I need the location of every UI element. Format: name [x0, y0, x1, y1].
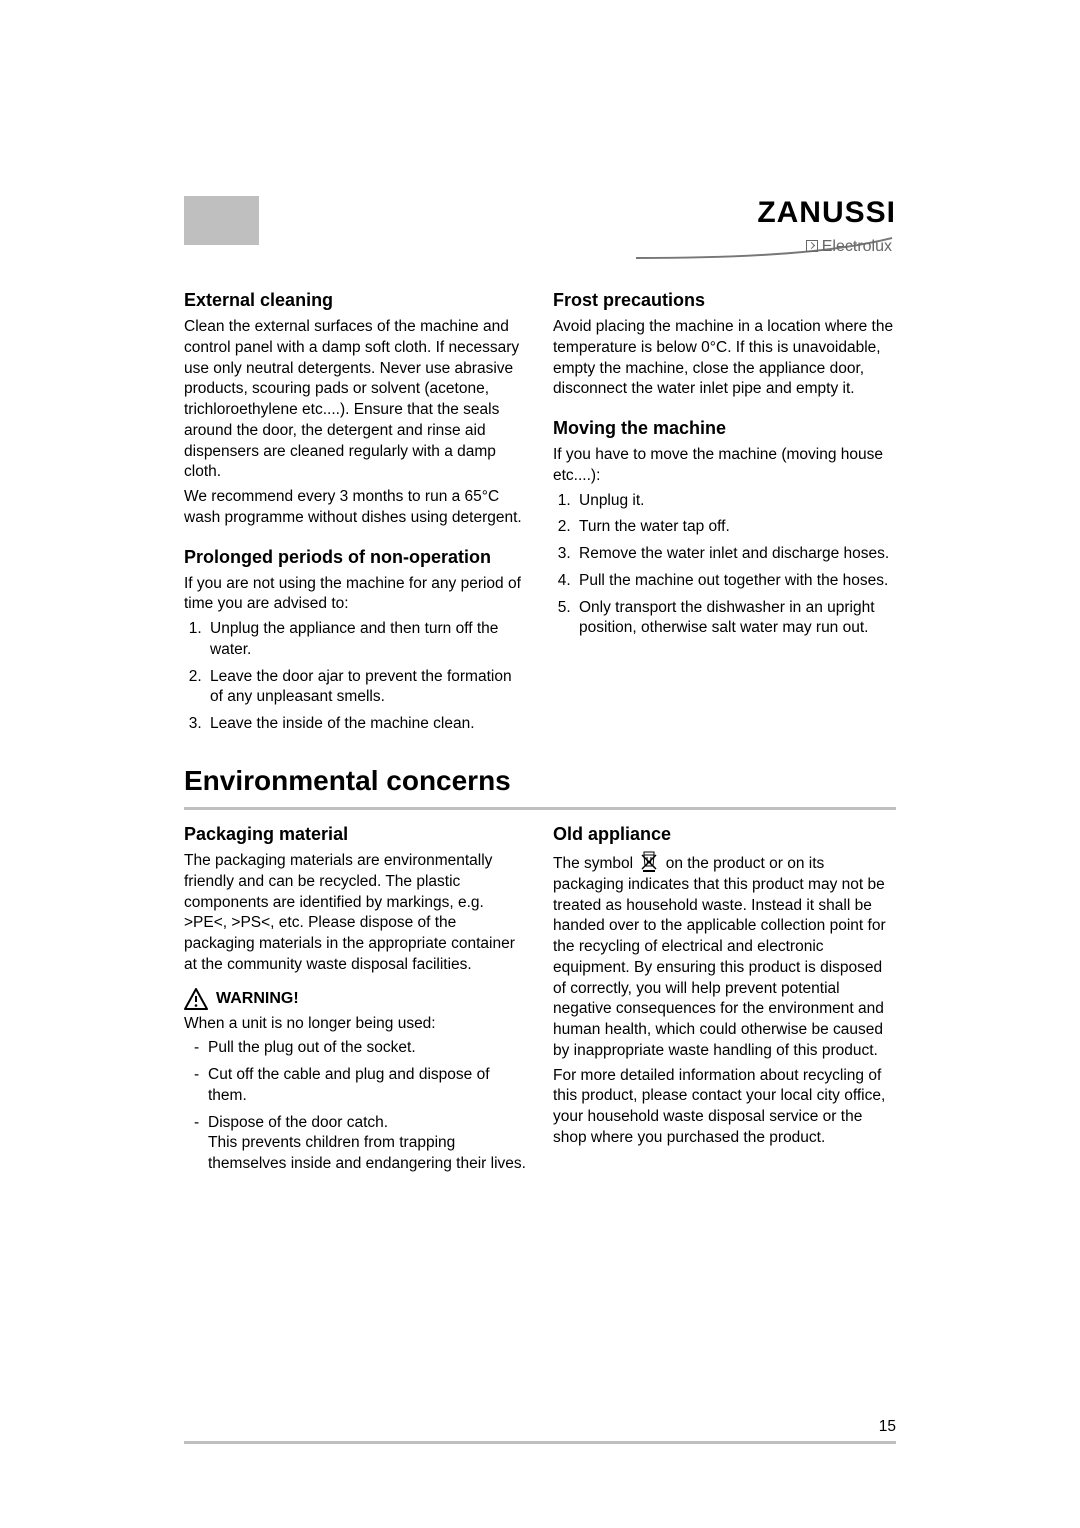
footer-rule — [184, 1441, 896, 1444]
warning-icon — [184, 988, 208, 1010]
text-external-cleaning-1: Clean the external surfaces of the machi… — [184, 317, 527, 483]
text-warning-intro: When a unit is no longer being used: — [184, 1014, 527, 1035]
brand-sub: Electrolux — [806, 238, 892, 256]
brand-sub-label: Electrolux — [822, 238, 892, 255]
text-old-appliance-pre: The symbol — [553, 855, 633, 872]
warning-row: WARNING! — [184, 988, 527, 1010]
header-grey-tab — [184, 196, 259, 245]
upper-columns: External cleaning Clean the external sur… — [184, 290, 896, 741]
section-rule — [184, 807, 896, 810]
page-header: ZANUSSI Electrolux — [184, 196, 896, 286]
list-item: Turn the water tap off. — [575, 517, 896, 538]
text-old-appliance-2: For more detailed information about recy… — [553, 1066, 896, 1149]
list-item: Cut off the cable and plug and dispose o… — [194, 1065, 527, 1107]
text-moving-intro: If you have to move the machine (moving … — [553, 445, 896, 487]
list-item: Unplug it. — [575, 491, 896, 512]
text-old-appliance-post: on the product or on its packaging indic… — [553, 855, 886, 1059]
list-moving: Unplug it. Turn the water tap off. Remov… — [553, 491, 896, 640]
text-external-cleaning-2: We recommend every 3 months to run a 65°… — [184, 487, 527, 529]
heading-environmental: Environmental concerns — [184, 765, 896, 797]
list-item: Dispose of the door catch. This prevents… — [194, 1113, 527, 1175]
list-item: Unplug the appliance and then turn off t… — [206, 619, 527, 661]
lower-left-column: Packaging material The packaging materia… — [184, 824, 527, 1181]
heading-packaging: Packaging material — [184, 824, 527, 845]
heading-prolonged-nonop: Prolonged periods of non-operation — [184, 547, 527, 568]
manual-page: ZANUSSI Electrolux External cleaning Cle… — [0, 0, 1080, 1528]
upper-left-column: External cleaning Clean the external sur… — [184, 290, 527, 741]
heading-frost: Frost precautions — [553, 290, 896, 311]
list-item: Pull the plug out of the socket. — [194, 1038, 527, 1059]
list-prolonged: Unplug the appliance and then turn off t… — [184, 619, 527, 735]
brand-name: ZANUSSI — [636, 196, 896, 230]
heading-moving: Moving the machine — [553, 418, 896, 439]
weee-icon — [637, 851, 661, 875]
list-item: Leave the door ajar to prevent the forma… — [206, 667, 527, 709]
text-packaging: The packaging materials are environmenta… — [184, 851, 527, 976]
page-content: External cleaning Clean the external sur… — [184, 290, 896, 1408]
list-item: Pull the machine out together with the h… — [575, 571, 896, 592]
list-item: Remove the water inlet and discharge hos… — [575, 544, 896, 565]
lower-columns: Packaging material The packaging materia… — [184, 824, 896, 1181]
list-warning: Pull the plug out of the socket. Cut off… — [184, 1038, 527, 1175]
electrolux-icon — [806, 240, 818, 252]
warning-label: WARNING! — [216, 990, 299, 1008]
lower-right-column: Old appliance The symbol — [553, 824, 896, 1181]
text-old-appliance-1: The symbol on the product or on its p — [553, 851, 896, 1062]
text-prolonged-intro: If you are not using the machine for any… — [184, 574, 527, 616]
list-item: Only transport the dishwasher in an upri… — [575, 598, 896, 640]
heading-external-cleaning: External cleaning — [184, 290, 527, 311]
page-number: 15 — [879, 1418, 896, 1436]
brand-block: ZANUSSI Electrolux — [636, 196, 896, 271]
text-frost: Avoid placing the machine in a location … — [553, 317, 896, 400]
list-item: Leave the inside of the machine clean. — [206, 714, 527, 735]
heading-old-appliance: Old appliance — [553, 824, 896, 845]
upper-right-column: Frost precautions Avoid placing the mach… — [553, 290, 896, 741]
